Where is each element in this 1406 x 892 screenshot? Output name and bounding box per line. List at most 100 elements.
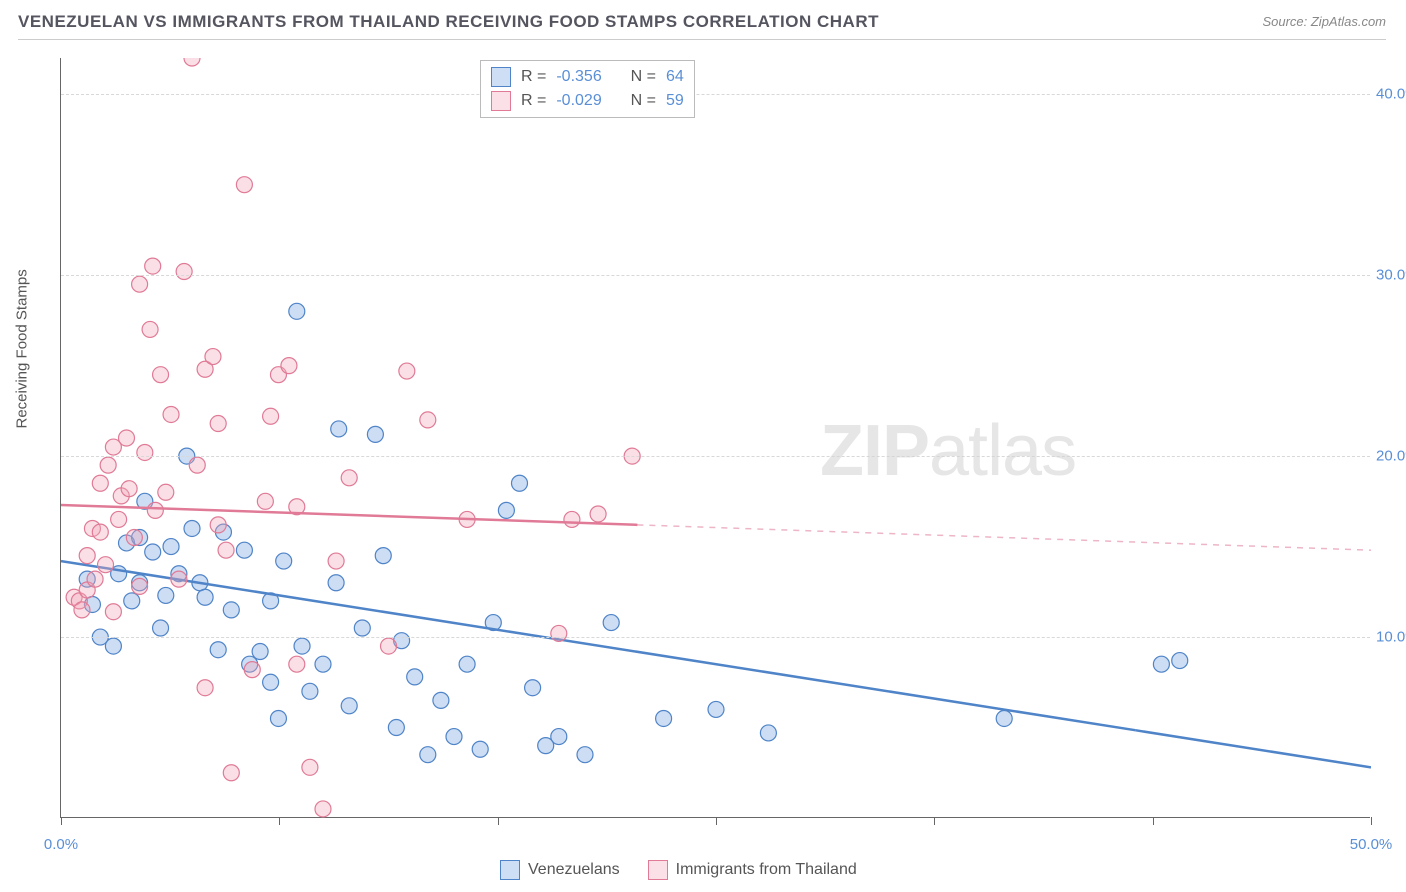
scatter-point — [420, 747, 436, 763]
scatter-point — [74, 602, 90, 618]
x-tick — [1153, 817, 1154, 825]
scatter-point — [375, 548, 391, 564]
scatter-point — [577, 747, 593, 763]
grid-line — [61, 94, 1370, 95]
scatter-point — [126, 530, 142, 546]
scatter-point — [158, 484, 174, 500]
scatter-point — [302, 759, 318, 775]
scatter-point — [189, 457, 205, 473]
y-tick-label: 40.0% — [1376, 86, 1406, 103]
scatter-point — [315, 656, 331, 672]
stat-r-label: R = — [521, 92, 546, 110]
legend-swatch — [491, 67, 511, 87]
scatter-point — [388, 720, 404, 736]
scatter-point — [100, 457, 116, 473]
scatter-point — [87, 571, 103, 587]
scatter-point — [512, 475, 528, 491]
legend-swatch — [500, 860, 520, 880]
scatter-point — [210, 642, 226, 658]
plot-area: 10.0%20.0%30.0%40.0%0.0%50.0% — [60, 58, 1370, 818]
scatter-point — [281, 358, 297, 374]
scatter-point — [197, 589, 213, 605]
scatter-point — [98, 557, 114, 573]
scatter-point — [564, 511, 580, 527]
scatter-point — [163, 539, 179, 555]
scatter-point — [197, 680, 213, 696]
scatter-point — [590, 506, 606, 522]
legend-item: Immigrants from Thailand — [648, 860, 857, 880]
scatter-point — [223, 602, 239, 618]
stat-r-label: R = — [521, 68, 546, 86]
scatter-point — [153, 367, 169, 383]
y-tick-label: 10.0% — [1376, 629, 1406, 646]
stat-r-value: -0.029 — [556, 92, 601, 110]
scatter-point — [236, 542, 252, 558]
x-tick-label: 0.0% — [44, 836, 78, 853]
grid-line — [61, 637, 1370, 638]
scatter-point — [158, 587, 174, 603]
scatter-point — [407, 669, 423, 685]
scatter-point — [137, 444, 153, 460]
scatter-point — [184, 520, 200, 536]
scatter-point — [656, 710, 672, 726]
x-tick-label: 50.0% — [1350, 836, 1393, 853]
scatter-point — [708, 701, 724, 717]
scatter-point — [132, 276, 148, 292]
source-label: Source: ZipAtlas.com — [1262, 14, 1386, 29]
trend-line — [61, 505, 637, 525]
scatter-point — [276, 553, 292, 569]
scatter-point — [218, 542, 234, 558]
scatter-point — [263, 674, 279, 690]
scatter-point — [145, 544, 161, 560]
scatter-point — [205, 349, 221, 365]
scatter-point — [996, 710, 1012, 726]
stats-legend: R =-0.356 N =64R =-0.029 N =59 — [480, 60, 695, 118]
legend-label: Venezuelans — [528, 861, 620, 879]
scatter-point — [145, 258, 161, 274]
x-tick — [279, 817, 280, 825]
scatter-point — [331, 421, 347, 437]
scatter-point — [236, 177, 252, 193]
chart-header: VENEZUELAN VS IMMIGRANTS FROM THAILAND R… — [18, 10, 1386, 40]
stats-row: R =-0.029 N =59 — [491, 89, 684, 113]
scatter-point — [92, 475, 108, 491]
legend-label: Immigrants from Thailand — [676, 861, 857, 879]
scatter-point — [354, 620, 370, 636]
scatter-point — [132, 578, 148, 594]
x-tick — [1371, 817, 1372, 825]
grid-line — [61, 456, 1370, 457]
scatter-point — [119, 430, 135, 446]
stat-r-value: -0.356 — [556, 68, 601, 86]
scatter-point — [328, 575, 344, 591]
scatter-point — [210, 416, 226, 432]
trend-line — [1135, 730, 1371, 767]
scatter-point — [163, 406, 179, 422]
scatter-point — [105, 638, 121, 654]
scatter-point — [446, 729, 462, 745]
scatter-point — [760, 725, 776, 741]
trend-line-dashed — [637, 525, 1371, 550]
scatter-point — [498, 502, 514, 518]
scatter-point — [367, 426, 383, 442]
x-tick — [716, 817, 717, 825]
scatter-point — [328, 553, 344, 569]
legend-swatch — [491, 91, 511, 111]
stat-n-label: N = — [631, 92, 656, 110]
scatter-point — [121, 481, 137, 497]
scatter-point — [472, 741, 488, 757]
scatter-point — [381, 638, 397, 654]
scatter-point — [341, 470, 357, 486]
scatter-point — [257, 493, 273, 509]
scatter-point — [341, 698, 357, 714]
scatter-point — [147, 502, 163, 518]
stats-row: R =-0.356 N =64 — [491, 65, 684, 89]
legend-item: Venezuelans — [500, 860, 620, 880]
scatter-point — [210, 517, 226, 533]
scatter-point — [171, 571, 187, 587]
scatter-point — [79, 548, 95, 564]
scatter-point — [289, 303, 305, 319]
scatter-point — [153, 620, 169, 636]
y-tick-label: 20.0% — [1376, 448, 1406, 465]
scatter-point — [124, 593, 140, 609]
scatter-point — [111, 511, 127, 527]
